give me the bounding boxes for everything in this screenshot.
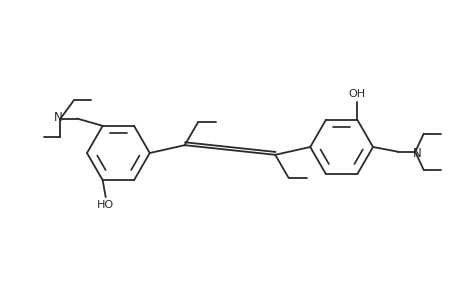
Text: N: N <box>412 146 421 160</box>
Text: OH: OH <box>348 89 365 99</box>
Text: HO: HO <box>97 200 114 209</box>
Text: N: N <box>54 112 62 124</box>
